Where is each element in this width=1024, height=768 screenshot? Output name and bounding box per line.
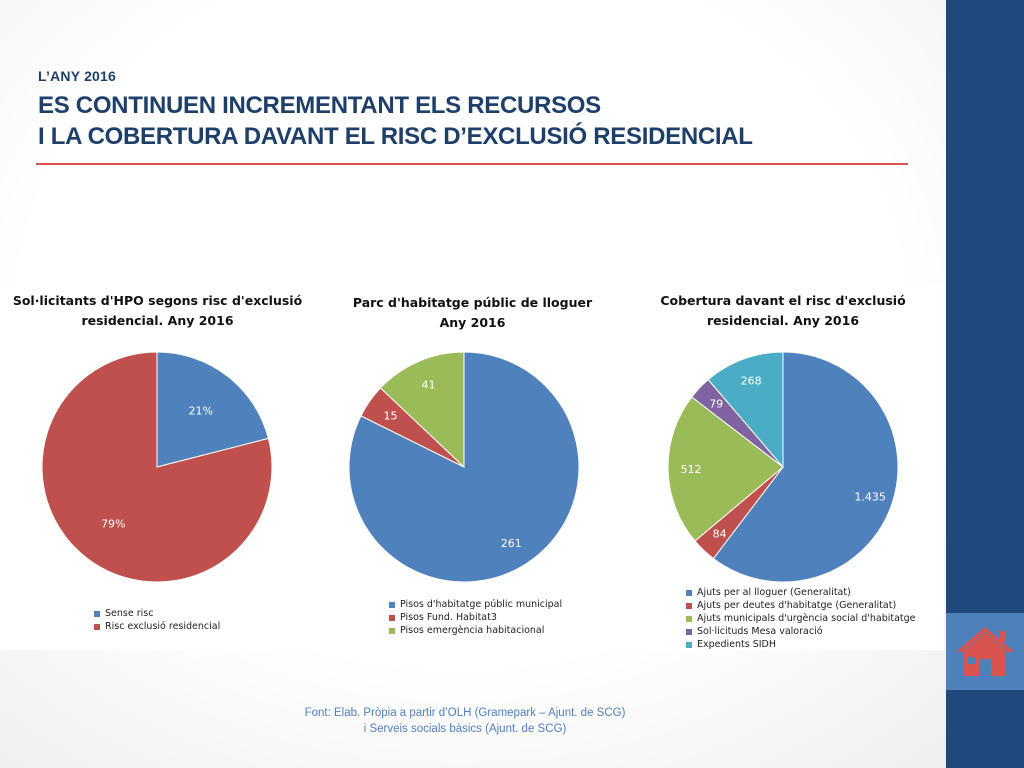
pie-slice xyxy=(379,351,465,469)
slide-title-line-1: ES CONTINUEN INCREMENTANT ELS RECURSOS xyxy=(38,92,601,119)
chart-legend: Sense risc Risc exclusió residencial xyxy=(94,607,220,633)
legend-label: Ajuts municipals d'urgència social d'hab… xyxy=(697,613,916,624)
chart-panel-hpo: Sol·licitants d'HPO segons risc d'exclus… xyxy=(0,283,315,650)
legend-label: Sol·licituds Mesa valoració xyxy=(697,626,823,637)
legend-swatch xyxy=(389,601,395,608)
data-label: 84 xyxy=(713,528,727,541)
pie-chart-cobertura: 1.435 84 512 79 268 xyxy=(667,351,899,583)
slide-title-line-2: I LA COBERTURA DAVANT EL RISC D’EXCLUSIÓ… xyxy=(38,123,753,150)
legend-item: Pisos d'habitatge públic municipal xyxy=(389,598,562,611)
legend-swatch xyxy=(94,610,100,617)
chart-title: Cobertura davant el risc d'exclusió resi… xyxy=(630,291,936,331)
data-label: 79 xyxy=(709,398,723,411)
data-label: 512 xyxy=(681,463,702,476)
home-icon xyxy=(956,627,1014,676)
data-label: 21% xyxy=(188,405,212,418)
home-button[interactable] xyxy=(946,613,1024,690)
legend-swatch xyxy=(686,589,692,596)
data-label: 261 xyxy=(501,537,522,550)
data-label: 79% xyxy=(101,517,125,530)
legend-item: Ajuts per al lloguer (Generalitat) xyxy=(686,586,916,599)
data-label: 268 xyxy=(741,375,762,388)
legend-swatch xyxy=(686,602,692,609)
chart-title: Sol·licitants d'HPO segons risc d'exclus… xyxy=(0,291,315,331)
chart-title-line-1: Cobertura davant el risc d'exclusió xyxy=(660,293,906,308)
legend-item: Ajuts municipals d'urgència social d'hab… xyxy=(686,612,916,625)
legend-item: Pisos Fund. Habitat3 xyxy=(389,611,562,624)
legend-label: Ajuts per deutes d'habitatge (Generalita… xyxy=(697,600,897,611)
pie-slice xyxy=(712,351,899,583)
legend-label: Risc exclusió residencial xyxy=(105,621,221,632)
chart-panel-cobertura: Cobertura davant el risc d'exclusió resi… xyxy=(630,283,946,650)
chart-legend: Ajuts per al lloguer (Generalitat) Ajuts … xyxy=(686,586,916,651)
pie-slice xyxy=(156,351,269,468)
chart-title-line-1: Parc d'habitatge públic de lloguer xyxy=(352,295,593,310)
legend-swatch xyxy=(686,641,692,648)
chart-title-line-2: residencial. Any 2016 xyxy=(706,313,860,328)
source-note: Font: Elab. Pròpia a partir d’OLH (Grame… xyxy=(250,705,680,737)
data-label: 15 xyxy=(384,410,398,423)
chart-title-line-2: residencial. Any 2016 xyxy=(81,313,234,328)
legend-swatch xyxy=(94,623,100,630)
chart-panel-parc: Parc d'habitatge públic de lloguer Any 2… xyxy=(315,283,630,650)
chart-title-line-1: Sol·licitants d'HPO segons risc d'exclus… xyxy=(12,293,303,308)
legend-item: Ajuts per deutes d'habitatge (Generalita… xyxy=(686,599,916,612)
legend-label: Pisos emergència habitacional xyxy=(400,625,545,636)
legend-item: Expedients SIDH xyxy=(686,638,916,651)
pie-slice xyxy=(41,351,273,583)
source-line-1: Font: Elab. Pròpia a partir d’OLH (Grame… xyxy=(304,707,626,719)
legend-label: Ajuts per al lloguer (Generalitat) xyxy=(697,587,851,598)
legend-label: Expedients SIDH xyxy=(697,639,777,650)
source-line-2: i Serveis socials bàsics (Ajunt. de SCG) xyxy=(363,723,567,735)
legend-swatch xyxy=(389,614,395,621)
legend-item: Sense risc xyxy=(94,607,220,620)
legend-item: Sol·licituds Mesa valoració xyxy=(686,625,916,638)
title-divider xyxy=(36,163,908,165)
slide-title: ES CONTINUEN INCREMENTANT ELS RECURSOS I… xyxy=(38,90,753,152)
legend-label: Sense risc xyxy=(105,608,154,619)
chart-legend: Pisos d'habitatge públic municipal Pisos … xyxy=(389,598,562,637)
legend-swatch xyxy=(389,627,395,634)
pie-slice xyxy=(667,396,784,542)
legend-label: Pisos Fund. Habitat3 xyxy=(400,612,497,623)
chart-title: Parc d'habitatge públic de lloguer Any 2… xyxy=(315,293,630,333)
legend-swatch xyxy=(686,615,692,622)
pie-slice xyxy=(348,351,580,583)
legend-label: Pisos d'habitatge públic municipal xyxy=(400,599,563,610)
chart-title-line-2: Any 2016 xyxy=(439,315,506,330)
data-label: 41 xyxy=(422,379,436,392)
pie-chart-hpo: 21% 79% xyxy=(41,351,273,583)
pie-chart-parc: 261 15 41 xyxy=(348,351,580,583)
legend-item: Risc exclusió residencial xyxy=(94,620,220,633)
data-label: 1.435 xyxy=(854,490,886,503)
slide-eyebrow: L’ANY 2016 xyxy=(38,68,117,84)
legend-swatch xyxy=(686,628,692,635)
legend-item: Pisos emergència habitacional xyxy=(389,624,562,637)
pie-slice xyxy=(707,351,784,469)
